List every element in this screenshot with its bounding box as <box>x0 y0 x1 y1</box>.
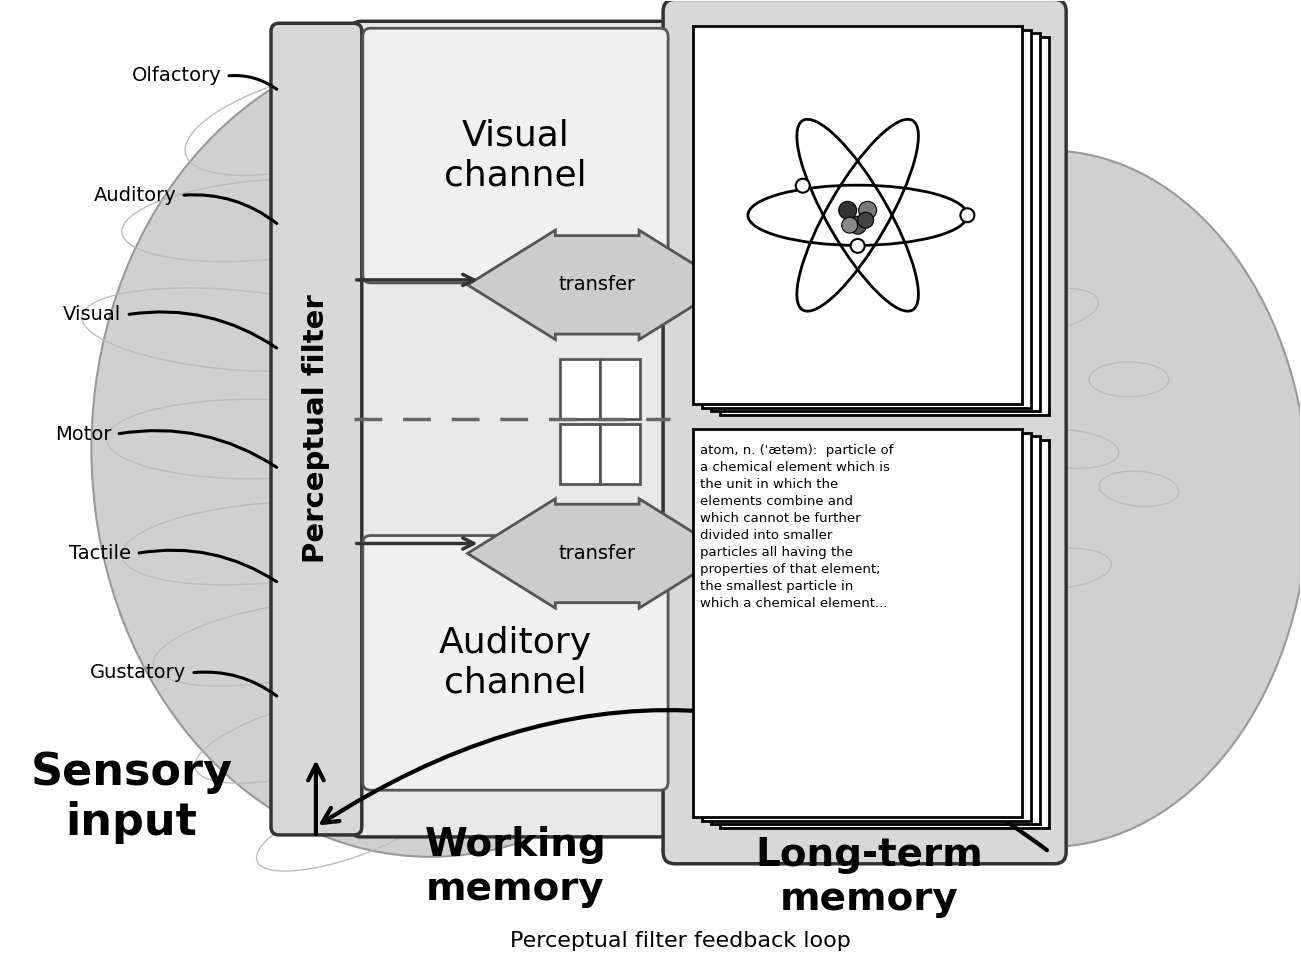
Bar <box>693 26 1023 404</box>
Text: transfer: transfer <box>558 544 636 562</box>
Bar <box>561 424 600 484</box>
Text: Olfactory: Olfactory <box>131 67 221 86</box>
Bar <box>561 359 600 419</box>
Circle shape <box>848 216 866 234</box>
Ellipse shape <box>790 151 1301 847</box>
Bar <box>719 440 1049 828</box>
Text: Sensory
input: Sensory input <box>30 751 233 843</box>
Text: Auditory: Auditory <box>94 186 176 205</box>
FancyBboxPatch shape <box>363 29 669 283</box>
Circle shape <box>839 202 856 220</box>
FancyBboxPatch shape <box>351 21 680 837</box>
Bar <box>600 424 640 484</box>
Text: atom, n. (ˈætəm):  particle of
a chemical element which is
the unit in which the: atom, n. (ˈætəm): particle of a chemical… <box>700 444 894 610</box>
Bar <box>693 429 1023 817</box>
Polygon shape <box>467 230 727 340</box>
Bar <box>710 33 1041 412</box>
Circle shape <box>842 217 857 233</box>
Text: Perceptual filter feedback loop: Perceptual filter feedback loop <box>510 931 851 951</box>
Text: Visual
channel: Visual channel <box>444 118 587 192</box>
Bar <box>719 37 1049 415</box>
Bar <box>710 436 1041 824</box>
Bar <box>600 359 640 419</box>
Circle shape <box>857 212 873 228</box>
Text: Perceptual filter: Perceptual filter <box>302 295 330 563</box>
Text: transfer: transfer <box>558 275 636 294</box>
Circle shape <box>796 179 809 193</box>
Text: Gustatory: Gustatory <box>90 664 186 682</box>
Circle shape <box>851 239 865 253</box>
Bar <box>703 433 1032 820</box>
Text: Motor: Motor <box>55 425 112 443</box>
Text: Working
memory: Working memory <box>424 826 606 908</box>
FancyBboxPatch shape <box>664 0 1066 863</box>
Polygon shape <box>467 499 727 608</box>
FancyBboxPatch shape <box>363 536 669 790</box>
Circle shape <box>859 202 877 220</box>
Text: Auditory
channel: Auditory channel <box>438 626 592 700</box>
Bar <box>703 30 1032 408</box>
Text: Visual: Visual <box>64 306 121 324</box>
Ellipse shape <box>91 41 770 857</box>
Circle shape <box>960 208 974 223</box>
Text: Tactile: Tactile <box>69 544 131 562</box>
FancyBboxPatch shape <box>271 23 362 835</box>
Text: Long-term
memory: Long-term memory <box>756 836 984 918</box>
